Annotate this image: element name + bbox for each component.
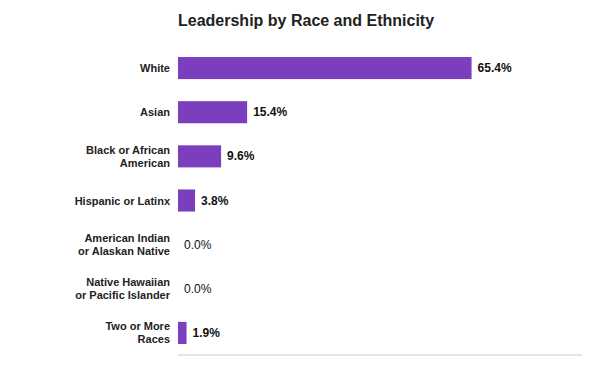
data-label: 0.0% [184, 282, 212, 296]
data-label: 1.9% [193, 326, 221, 340]
y-tick-label: Black or AfricanAmerican [86, 144, 170, 169]
y-tick-label: Native Hawaiianor Pacific Islander [75, 276, 170, 301]
bar [178, 322, 187, 344]
bar [178, 234, 179, 256]
chart-container: Leadership by Race and Ethnicity 65.4% 15.… [0, 0, 600, 371]
data-label: 65.4% [478, 61, 512, 75]
bar [178, 189, 195, 211]
bar [178, 278, 179, 300]
data-label: 3.8% [201, 194, 229, 208]
bar [178, 57, 472, 79]
data-label: 9.6% [227, 149, 255, 163]
data-label: 15.4% [253, 105, 287, 119]
chart: Leadership by Race and Ethnicity 65.4% 15.… [0, 0, 600, 371]
y-tick-label: Two or MoreRaces [105, 320, 170, 345]
y-tick-label: White [140, 62, 170, 74]
y-tick-label: Hispanic or Latinx [75, 195, 171, 207]
data-label: 0.0% [184, 238, 212, 252]
bar [178, 145, 221, 167]
bars [178, 57, 472, 344]
title: Leadership by Race and Ethnicity [178, 12, 434, 29]
x-axis-line [178, 355, 582, 356]
y-tick-label: American Indianor Alaskan Native [78, 232, 170, 257]
bar [178, 101, 247, 123]
y-tick-label: Asian [140, 106, 170, 118]
